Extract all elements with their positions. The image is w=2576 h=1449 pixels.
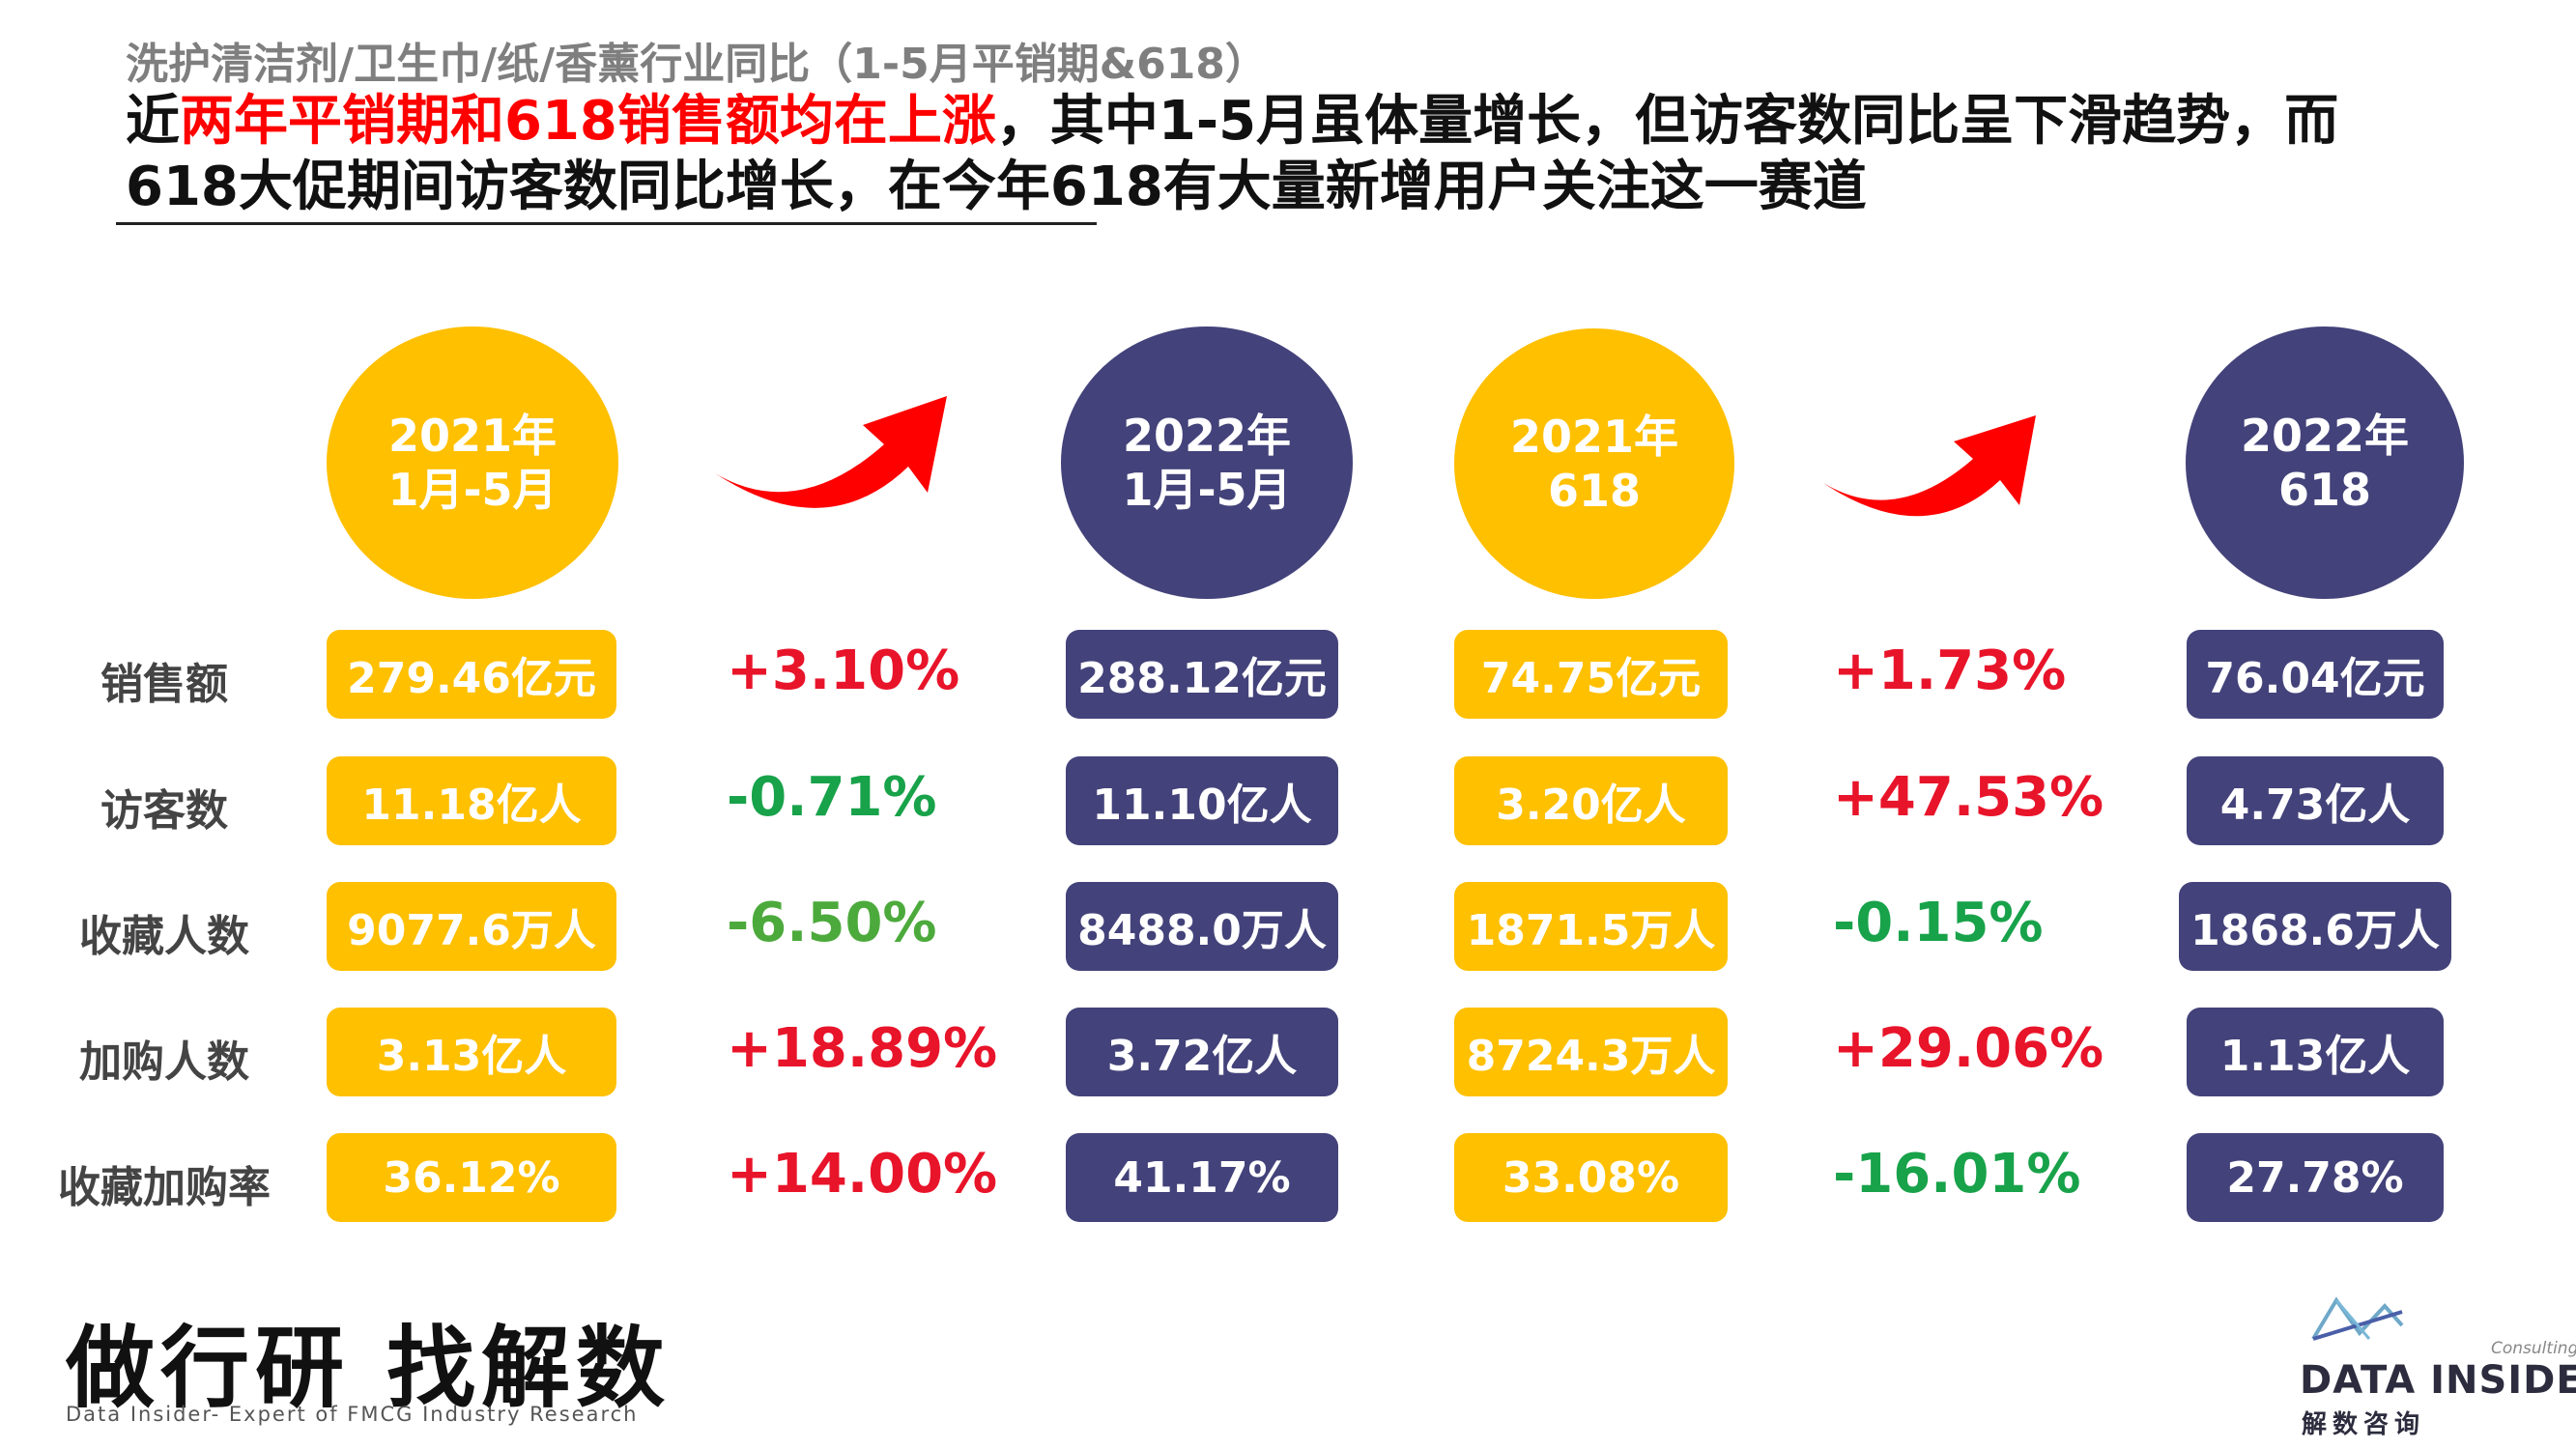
period-range: 1月-5月 [387, 464, 558, 516]
footer-slogan: 做行研 找解数 [66, 1316, 672, 1420]
period-year: 2022年 [2240, 410, 2410, 462]
curved-up-arrow-icon [1823, 415, 2036, 517]
period-range: 618 [1547, 465, 1642, 517]
value-box-2021-618: 33.08% [1454, 1133, 1728, 1222]
page-subtitle: 洗护清洁剂/卫生巾/纸/香薰行业同比（1-5月平销期&618） [126, 40, 1268, 89]
period-year: 2021年 [387, 410, 558, 462]
change-jan-may: -0.71% [727, 766, 937, 829]
value-box-2022-jan-may: 288.12亿元 [1066, 630, 1338, 719]
row-label-fav-cart-rate: 收藏加购率 [58, 1163, 271, 1212]
period-range: 618 [2277, 464, 2372, 516]
value-box-2021-jan-may: 279.46亿元 [327, 630, 616, 719]
value-box-2022-618: 27.78% [2187, 1133, 2444, 1222]
headline-highlight: 两年平销期和618销售额均在上涨 [180, 90, 996, 153]
change-jan-may: -6.50% [727, 892, 937, 954]
change-618: +29.06% [1833, 1017, 2104, 1080]
change-618: -16.01% [1833, 1143, 2081, 1206]
page-headline: 近两年平销期和618销售额均在上涨，其中1-5月虽体量增长，但访客数同比呈下滑趋… [126, 89, 2338, 220]
row-label-favorites: 收藏人数 [79, 912, 249, 961]
headline-line-1: 近两年平销期和618销售额均在上涨，其中1-5月虽体量增长，但访客数同比呈下滑趋… [126, 89, 2338, 155]
data-insider-logo: Consulting DATA INSIDER 解数咨询 [2300, 1294, 2576, 1439]
value-box-2022-618: 1.13亿人 [2187, 1008, 2444, 1096]
value-box-2022-618: 4.73亿人 [2187, 756, 2444, 845]
value-box-2022-jan-may: 41.17% [1066, 1133, 1338, 1222]
change-618: +1.73% [1833, 639, 2067, 702]
value-box-2021-jan-may: 9077.6万人 [327, 882, 616, 971]
value-box-2022-jan-may: 11.10亿人 [1066, 756, 1338, 845]
change-618: -0.15% [1833, 892, 2044, 954]
value-box-2021-jan-may: 36.12% [327, 1133, 616, 1222]
period-circle-2021-618: 2021年 618 [1454, 328, 1734, 599]
period-year: 2021年 [1509, 411, 1679, 463]
value-box-2022-618: 76.04亿元 [2187, 630, 2444, 719]
period-circle-2022-618: 2022年 618 [2186, 327, 2464, 599]
value-box-2021-jan-may: 3.13亿人 [327, 1008, 616, 1096]
period-circle-2021-jan-may: 2021年 1月-5月 [327, 327, 618, 599]
data-insider-logo-icon [2311, 1296, 2404, 1341]
value-box-2021-618: 8724.3万人 [1454, 1008, 1728, 1096]
value-box-2021-618: 74.75亿元 [1454, 630, 1728, 719]
period-range: 1月-5月 [1122, 464, 1292, 516]
footer-slogan-subtitle: Data Insider- Expert of FMCG Industry Re… [66, 1403, 639, 1426]
value-box-2022-jan-may: 8488.0万人 [1066, 882, 1338, 971]
row-label-add-to-cart: 加购人数 [79, 1037, 249, 1087]
row-label-sales: 销售额 [100, 660, 228, 709]
headline-prefix: 近 [126, 90, 180, 153]
value-box-2021-jan-may: 11.18亿人 [327, 756, 616, 845]
change-jan-may: +14.00% [727, 1143, 998, 1206]
change-618: +47.53% [1833, 766, 2104, 829]
value-box-2021-618: 1871.5万人 [1454, 882, 1728, 971]
change-jan-may: +18.89% [727, 1017, 998, 1080]
logo-name: DATA INSIDER [2300, 1358, 2576, 1403]
value-box-2022-618: 1868.6万人 [2179, 882, 2451, 971]
curved-up-arrow-icon [715, 396, 947, 508]
value-box-2022-jan-may: 3.72亿人 [1066, 1008, 1338, 1096]
period-circle-2022-jan-may: 2022年 1月-5月 [1061, 327, 1353, 599]
logo-chinese-name: 解数咨询 [2302, 1410, 2426, 1439]
logo-consulting-text: Consulting [2491, 1339, 2576, 1358]
change-jan-may: +3.10% [727, 639, 960, 702]
period-year: 2022年 [1122, 410, 1292, 462]
headline-rest: ，其中1-5月虽体量增长，但访客数同比呈下滑趋势，而 [995, 90, 2339, 153]
headline-line-2: 618大促期间访客数同比增长，在今年618有大量新增用户关注这一赛道 [126, 156, 1867, 218]
row-label-visitors: 访客数 [100, 786, 228, 836]
title-underline [116, 222, 1097, 225]
value-box-2021-618: 3.20亿人 [1454, 756, 1728, 845]
